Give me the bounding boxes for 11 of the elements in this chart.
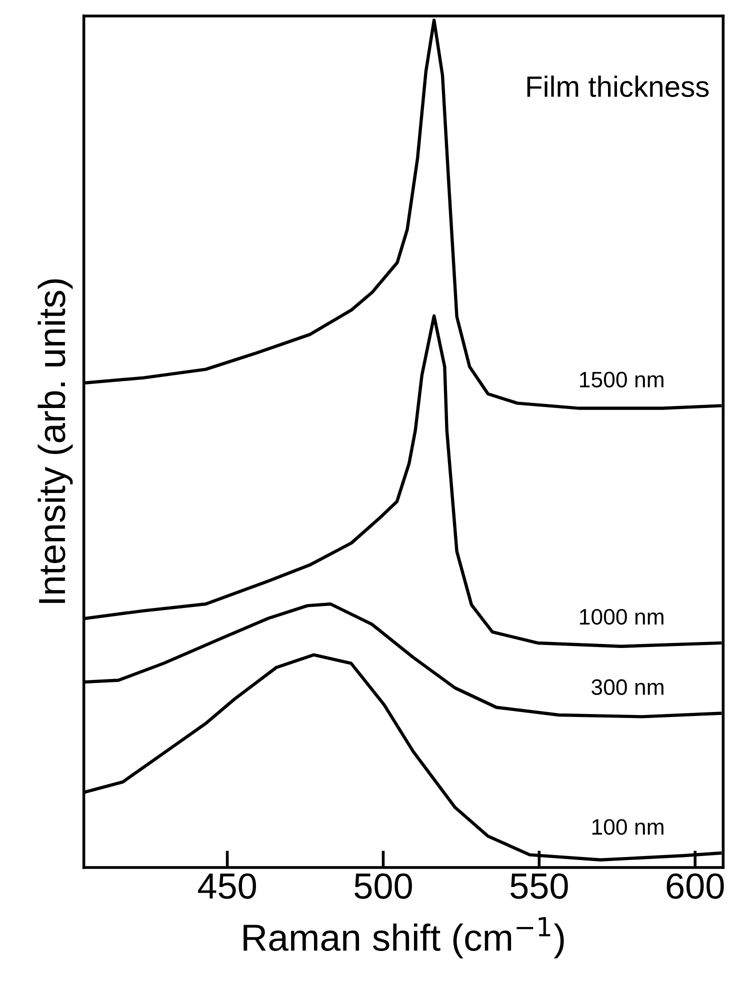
y-axis-title: Intensity (arb. units) (38, 279, 73, 603)
series-label: 1500 nm (580, 372, 664, 388)
legend-title: Film thickness (527, 76, 709, 98)
x-tick-label: 450 (198, 873, 256, 899)
x-tick-label: 500 (354, 873, 412, 899)
x-tick-label: 550 (510, 873, 568, 899)
x-axis-title: Raman shift (cm$^{−1}$) (244, 917, 564, 958)
series-label: 100 nm (592, 819, 664, 835)
series-label: 1000 nm (580, 608, 664, 625)
x-tick-label: 600 (666, 873, 724, 899)
series-label: 300 nm (592, 679, 664, 696)
